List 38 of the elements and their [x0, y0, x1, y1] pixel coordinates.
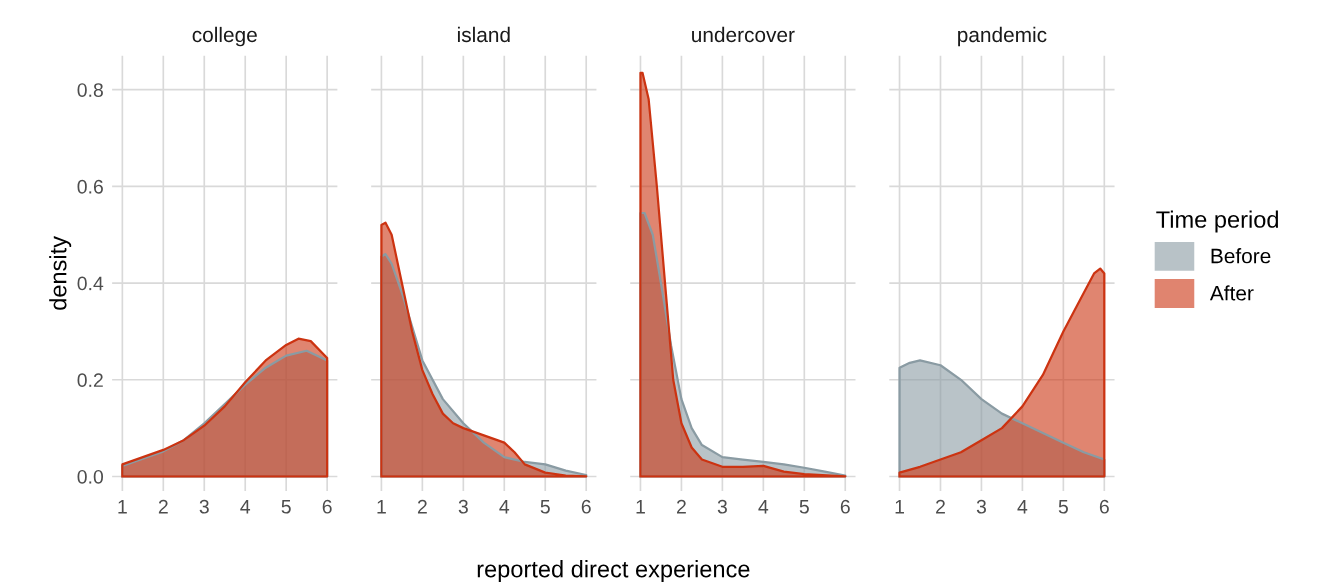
x-tick-label: 1 — [377, 500, 386, 514]
x-tick-label: 1 — [895, 500, 904, 514]
y-tick-label: 0.6 — [77, 179, 103, 194]
y-tick-label: 0.8 — [77, 83, 103, 97]
chart-title: pandemic — [958, 26, 1047, 47]
x-tick-label: 3 — [976, 499, 986, 514]
x-tick-label: 5 — [540, 500, 550, 514]
x-tick-label: 3 — [717, 499, 727, 514]
x-tick-label: 1 — [118, 500, 127, 514]
x-tick-label: 3 — [458, 499, 468, 514]
x-tick-label: 2 — [677, 499, 686, 514]
x-axis-title: reported direct experience — [477, 560, 750, 583]
legend-label: Before — [1211, 248, 1271, 264]
y-tick-label: 0.4 — [77, 276, 104, 291]
x-tick-label: 5 — [799, 500, 809, 514]
chart-title: undercover — [692, 26, 795, 43]
x-tick-label: 2 — [417, 499, 427, 514]
x-tick-label: 6 — [1099, 499, 1109, 514]
x-tick-label: 4 — [758, 500, 769, 514]
x-tick-label: 2 — [158, 499, 168, 514]
x-tick-label: 4 — [499, 500, 510, 514]
x-tick-label: 3 — [199, 499, 209, 514]
x-tick-label: 4 — [1017, 500, 1028, 514]
x-tick-label: 2 — [936, 499, 945, 514]
chart-title: college — [192, 26, 257, 47]
chart-title: island — [457, 26, 510, 43]
x-tick-label: 6 — [840, 499, 850, 514]
x-tick-label: 5 — [1058, 500, 1068, 514]
x-tick-label: 6 — [322, 499, 332, 514]
legend-label: After — [1209, 285, 1254, 301]
legend-title: Time period — [1156, 210, 1278, 233]
y-tick-label: 0.2 — [77, 373, 103, 388]
x-tick-label: 5 — [281, 500, 291, 514]
x-tick-label: 4 — [240, 500, 251, 514]
y-tick-label: 0.0 — [77, 469, 104, 484]
x-tick-label: 6 — [581, 499, 591, 514]
y-axis-title: density — [49, 236, 72, 310]
x-tick-label: 1 — [636, 500, 645, 514]
